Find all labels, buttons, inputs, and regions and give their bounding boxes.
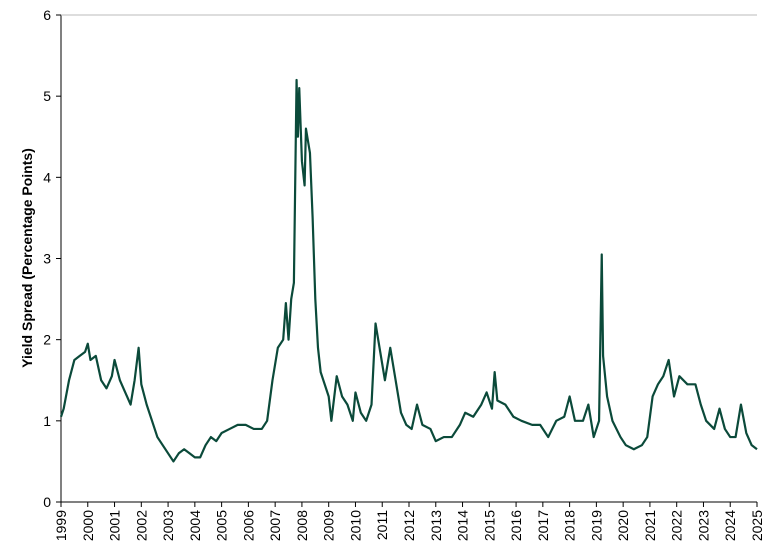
x-tick-label: 2002: [133, 510, 149, 541]
x-tick-label: 2006: [240, 510, 256, 541]
y-tick-label: 0: [43, 494, 51, 510]
x-tick-label: 2024: [722, 510, 738, 541]
y-axis-label: Yield Spread (Percentage Points): [19, 148, 35, 368]
y-tick-label: 3: [43, 251, 51, 267]
x-tick-label: 2018: [562, 510, 578, 541]
x-tick-label: 2013: [428, 510, 444, 541]
x-tick-label: 2017: [535, 510, 551, 541]
x-tick-label: 2021: [642, 510, 658, 541]
x-tick-label: 2023: [695, 510, 711, 541]
x-tick-label: 2014: [455, 510, 471, 541]
y-tick-label: 4: [43, 169, 51, 185]
x-tick-label: 2010: [347, 510, 363, 541]
x-tick-label: 2016: [508, 510, 524, 541]
data-line: [59, 78, 758, 463]
x-tick-label: 2001: [107, 510, 123, 541]
y-tick-label: 2: [43, 332, 51, 348]
x-tick-label: 2011: [374, 510, 390, 540]
x-tick-label: 2008: [294, 510, 310, 541]
x-tick-label: 2000: [80, 510, 96, 541]
x-tick-label: 2020: [615, 510, 631, 541]
x-tick-label: 2019: [588, 510, 604, 541]
x-tick-label: 2022: [669, 510, 685, 541]
y-tick-label: 6: [43, 7, 51, 23]
y-tick-label: 1: [43, 413, 51, 429]
x-tick-label: 2009: [321, 510, 337, 541]
x-tick-label: 2005: [214, 510, 230, 541]
x-tick-label: 2012: [401, 510, 417, 541]
x-tick-label: 1999: [53, 510, 69, 541]
x-tick-label: 2004: [187, 510, 203, 541]
x-tick-label: 2003: [160, 510, 176, 541]
x-tick-label: 2015: [481, 510, 497, 541]
y-tick-label: 5: [43, 88, 51, 104]
x-tick-label: 2007: [267, 510, 283, 541]
x-tick-label: 2025: [749, 510, 765, 541]
